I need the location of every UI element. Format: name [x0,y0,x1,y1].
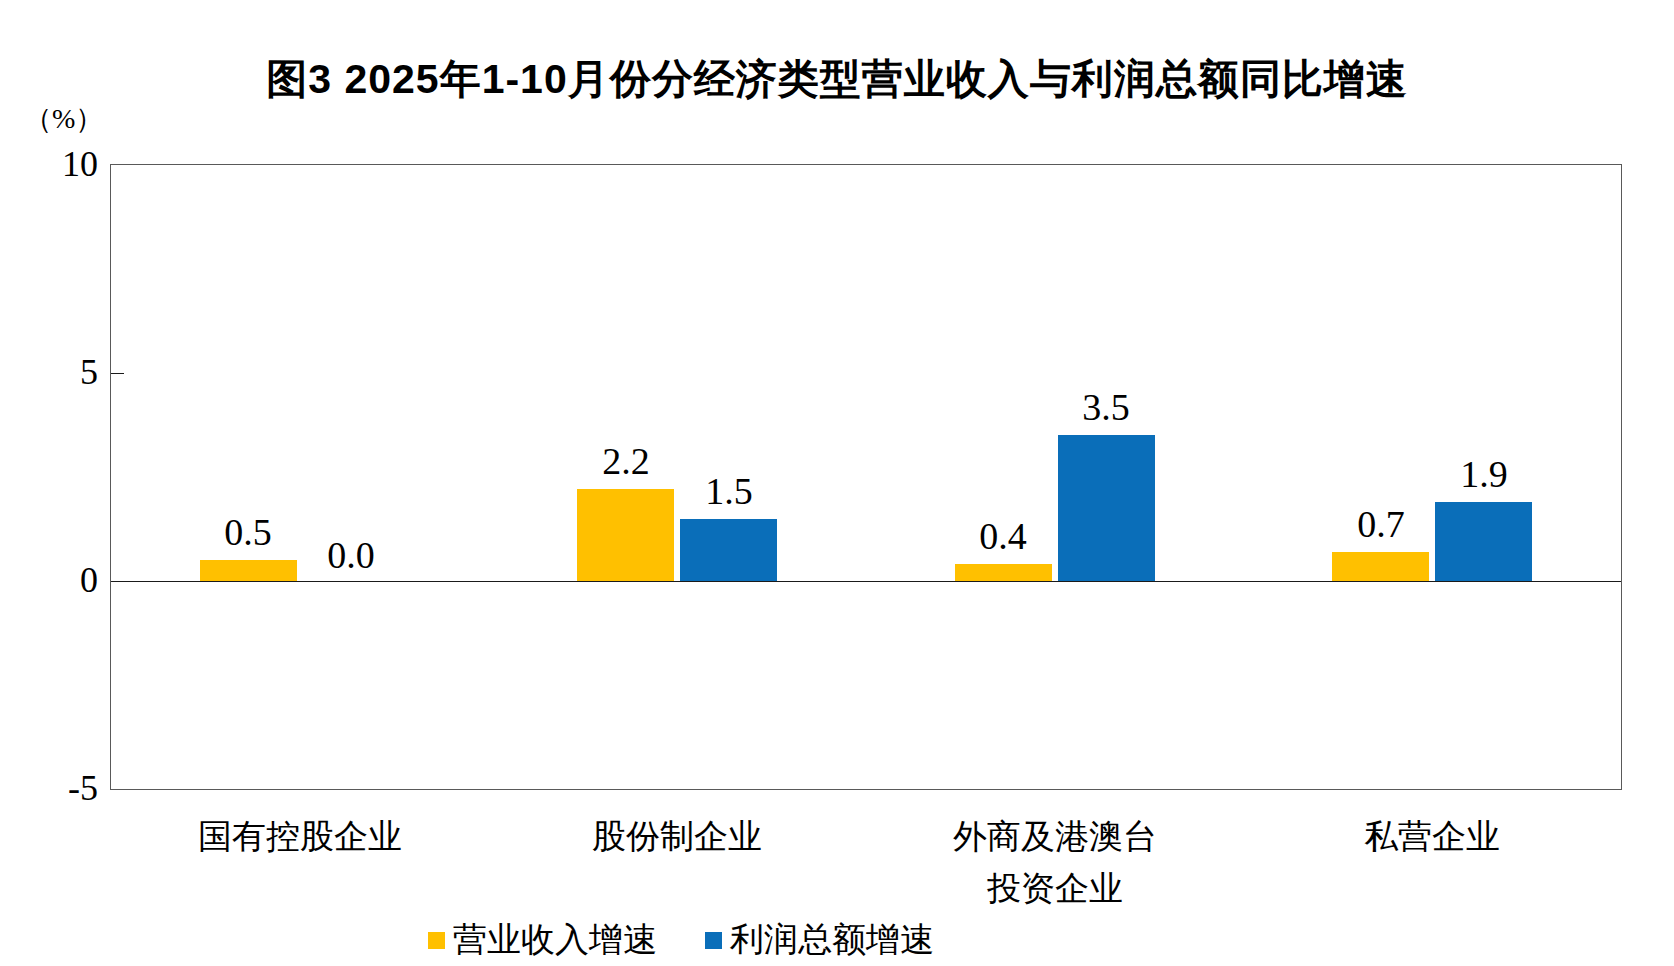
x-category-label: 股份制企业 [487,811,867,863]
bar-利润总额增速-股份制企业 [680,519,777,581]
data-label: 1.5 [659,469,799,513]
legend-swatch-icon [428,932,445,949]
plot-area: 0.50.02.21.50.43.50.71.9 国有控股企业股份制企业外商及港… [110,164,1622,790]
y-tick-label-10: 10 [28,143,98,185]
data-label: 0.4 [933,514,1073,558]
data-label: 3.5 [1036,385,1176,429]
zero-axis-line [111,581,1621,582]
bar-营业收入增速-外商及港澳台投资企业 [955,564,1052,581]
x-category-label: 私营企业 [1242,811,1622,863]
x-category-label: 外商及港澳台 投资企业 [865,811,1245,915]
legend-item: 营业收入增速 [428,920,657,960]
data-label: 1.9 [1414,452,1554,496]
y-tick-mark-5 [111,373,124,374]
y-tick-label-0: 0 [28,559,98,601]
legend-swatch-icon [705,932,722,949]
y-tick-label-5: 5 [28,351,98,393]
data-label: 0.7 [1311,502,1451,546]
y-tick-label-minus5: -5 [28,767,98,809]
bar-利润总额增速-外商及港澳台投资企业 [1058,435,1155,581]
legend: 营业收入增速 利润总额增速 [428,920,934,960]
legend-label: 营业收入增速 [453,920,657,960]
bar-营业收入增速-私营企业 [1332,552,1429,581]
data-label: 0.0 [281,533,421,577]
chart-title: 图3 2025年1-10月份分经济类型营业收入与利润总额同比增速 [0,52,1674,107]
chart-canvas: 图3 2025年1-10月份分经济类型营业收入与利润总额同比增速 （%） 10 … [0,0,1674,966]
legend-item: 利润总额增速 [705,920,934,960]
x-category-label: 国有控股企业 [110,811,490,863]
legend-label: 利润总额增速 [730,920,934,960]
bar-利润总额增速-私营企业 [1435,502,1532,581]
y-axis-unit-label: （%） [24,100,103,138]
